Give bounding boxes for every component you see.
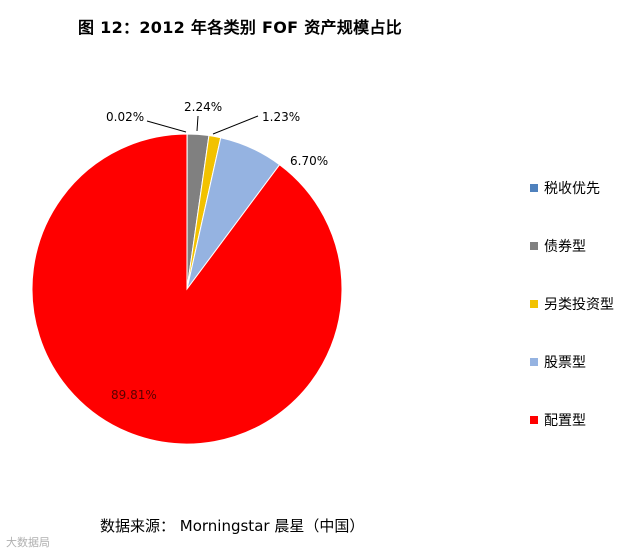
leader-line-1: [196, 115, 199, 132]
legend-swatch: [530, 184, 538, 192]
source-note: 数据来源： Morningstar 晨星（中国）: [100, 517, 365, 535]
legend-swatch: [530, 416, 538, 424]
leader-line-2: [212, 115, 259, 135]
pie-slice-4: [31, 133, 343, 445]
legend-label: 债券型: [544, 239, 586, 255]
legend-swatch: [530, 300, 538, 308]
data-label-4: 89.81%: [111, 388, 157, 402]
legend-item-1: 债券型: [530, 236, 614, 256]
data-label-2: 1.23%: [262, 110, 300, 124]
legend-label: 另类投资型: [544, 297, 614, 313]
data-label-1: 2.24%: [184, 100, 222, 114]
legend-item-3: 股票型: [530, 352, 614, 372]
legend-label: 税收优先: [544, 181, 600, 197]
legend-item-0: 税收优先: [530, 178, 614, 198]
watermark: 大数据局: [6, 536, 50, 549]
legend-label: 股票型: [544, 355, 586, 371]
data-label-0: 0.02%: [106, 110, 144, 124]
legend-item-4: 配置型: [530, 410, 614, 430]
legend-swatch: [530, 358, 538, 366]
chart-title: 图 12：2012 年各类别 FOF 资产规模占比: [78, 18, 403, 37]
legend-label: 配置型: [544, 413, 586, 429]
legend: 税收优先债券型另类投资型股票型配置型: [530, 178, 614, 468]
leader-line-0: [146, 120, 187, 133]
legend-item-2: 另类投资型: [530, 294, 614, 314]
data-label-3: 6.70%: [290, 154, 328, 168]
legend-swatch: [530, 242, 538, 250]
